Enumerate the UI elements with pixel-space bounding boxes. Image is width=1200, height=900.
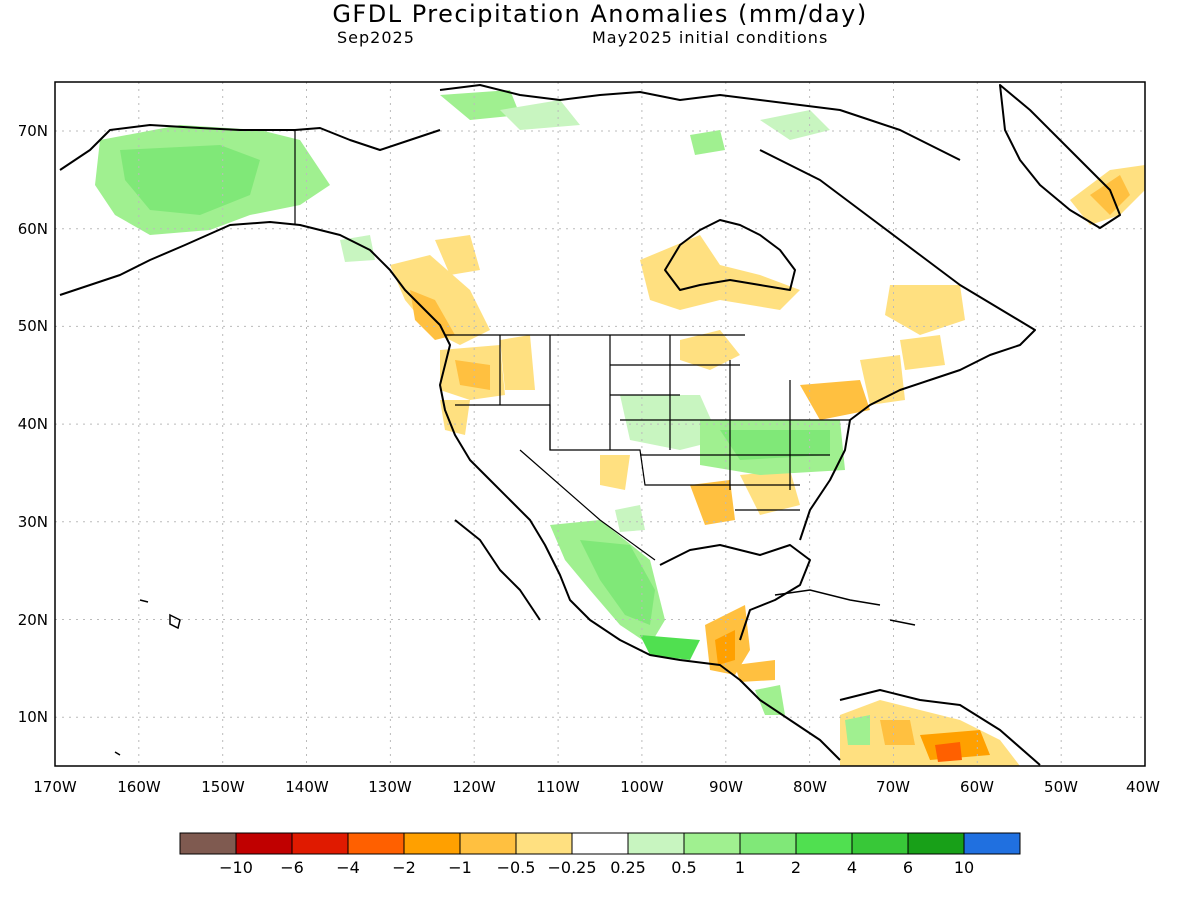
colorbar-swatch — [739, 832, 797, 855]
colorbar-swatch — [795, 832, 853, 855]
lat-tick-label: 20N — [18, 611, 48, 629]
anomaly-shading — [95, 90, 1145, 766]
colorbar-swatch — [403, 832, 461, 855]
lon-tick-label: 90W — [709, 778, 743, 796]
colorbar-label: 6 — [903, 858, 913, 877]
map-title: GFDL Precipitation Anomalies (mm/day) — [332, 0, 868, 28]
coastlines — [59, 84, 1121, 766]
lon-tick-label: 130W — [368, 778, 412, 796]
lat-tick-label: 70N — [18, 122, 48, 140]
colorbar-label: −1 — [448, 858, 472, 877]
colorbar-label: −10 — [219, 858, 253, 877]
colorbar-label: 4 — [847, 858, 857, 877]
lat-tick-label: 10N — [18, 708, 48, 726]
lon-tick-label: 80W — [793, 778, 827, 796]
lon-tick-label: 140W — [285, 778, 329, 796]
islands — [114, 589, 916, 756]
colorbar-swatch — [291, 832, 349, 855]
colorbar-swatch — [851, 832, 909, 855]
lat-axis-labels: 70N 60N 50N 40N 30N 20N 10N — [18, 122, 48, 726]
colorbar-swatch — [459, 832, 517, 855]
lon-tick-label: 100W — [620, 778, 664, 796]
lat-tick-label: 50N — [18, 317, 48, 335]
colorbar: −10 −6 −4 −2 −1 −0.5 −0.25 0.25 0.5 1 2 4 6 10 — [179, 832, 1021, 877]
colorbar-label: −0.5 — [497, 858, 536, 877]
colorbar-swatch — [627, 832, 685, 855]
colorbar-label: 2 — [791, 858, 801, 877]
map-gridlines — [55, 82, 1145, 766]
lon-tick-label: 70W — [876, 778, 910, 796]
lon-tick-label: 160W — [117, 778, 161, 796]
lon-axis-labels: 170W 160W 150W 140W 130W 120W 110W 100W … — [33, 778, 1160, 796]
political-boundaries — [294, 130, 850, 561]
colorbar-swatch — [683, 832, 741, 855]
colorbar-swatch — [515, 832, 573, 855]
lon-tick-label: 170W — [33, 778, 77, 796]
lon-tick-label: 150W — [201, 778, 245, 796]
lon-tick-label: 120W — [452, 778, 496, 796]
colorbar-swatch — [571, 832, 629, 855]
colorbar-label: −6 — [280, 858, 304, 877]
colorbar-swatch — [179, 832, 237, 855]
colorbar-label: −2 — [392, 858, 416, 877]
colorbar-swatch — [235, 832, 293, 855]
lon-tick-label: 110W — [536, 778, 580, 796]
lon-tick-label: 40W — [1126, 778, 1160, 796]
colorbar-label: 0.25 — [610, 858, 646, 877]
colorbar-swatch — [963, 832, 1021, 855]
colorbar-swatch — [347, 832, 405, 855]
colorbar-label: −4 — [336, 858, 360, 877]
lat-tick-label: 60N — [18, 220, 48, 238]
map-frame — [54, 81, 1146, 767]
lon-tick-label: 60W — [960, 778, 994, 796]
colorbar-label: −0.25 — [547, 858, 596, 877]
map-plot-area — [55, 82, 1145, 766]
lat-tick-label: 40N — [18, 415, 48, 433]
valid-month-label: Sep2025 — [337, 28, 415, 47]
lon-tick-label: 50W — [1044, 778, 1078, 796]
colorbar-label: 0.5 — [671, 858, 696, 877]
colorbar-label: 10 — [954, 858, 974, 877]
colorbar-label: 1 — [735, 858, 745, 877]
colorbar-swatch — [907, 832, 965, 855]
lat-tick-label: 30N — [18, 513, 48, 531]
initial-conditions-label: May2025 initial conditions — [592, 28, 829, 47]
